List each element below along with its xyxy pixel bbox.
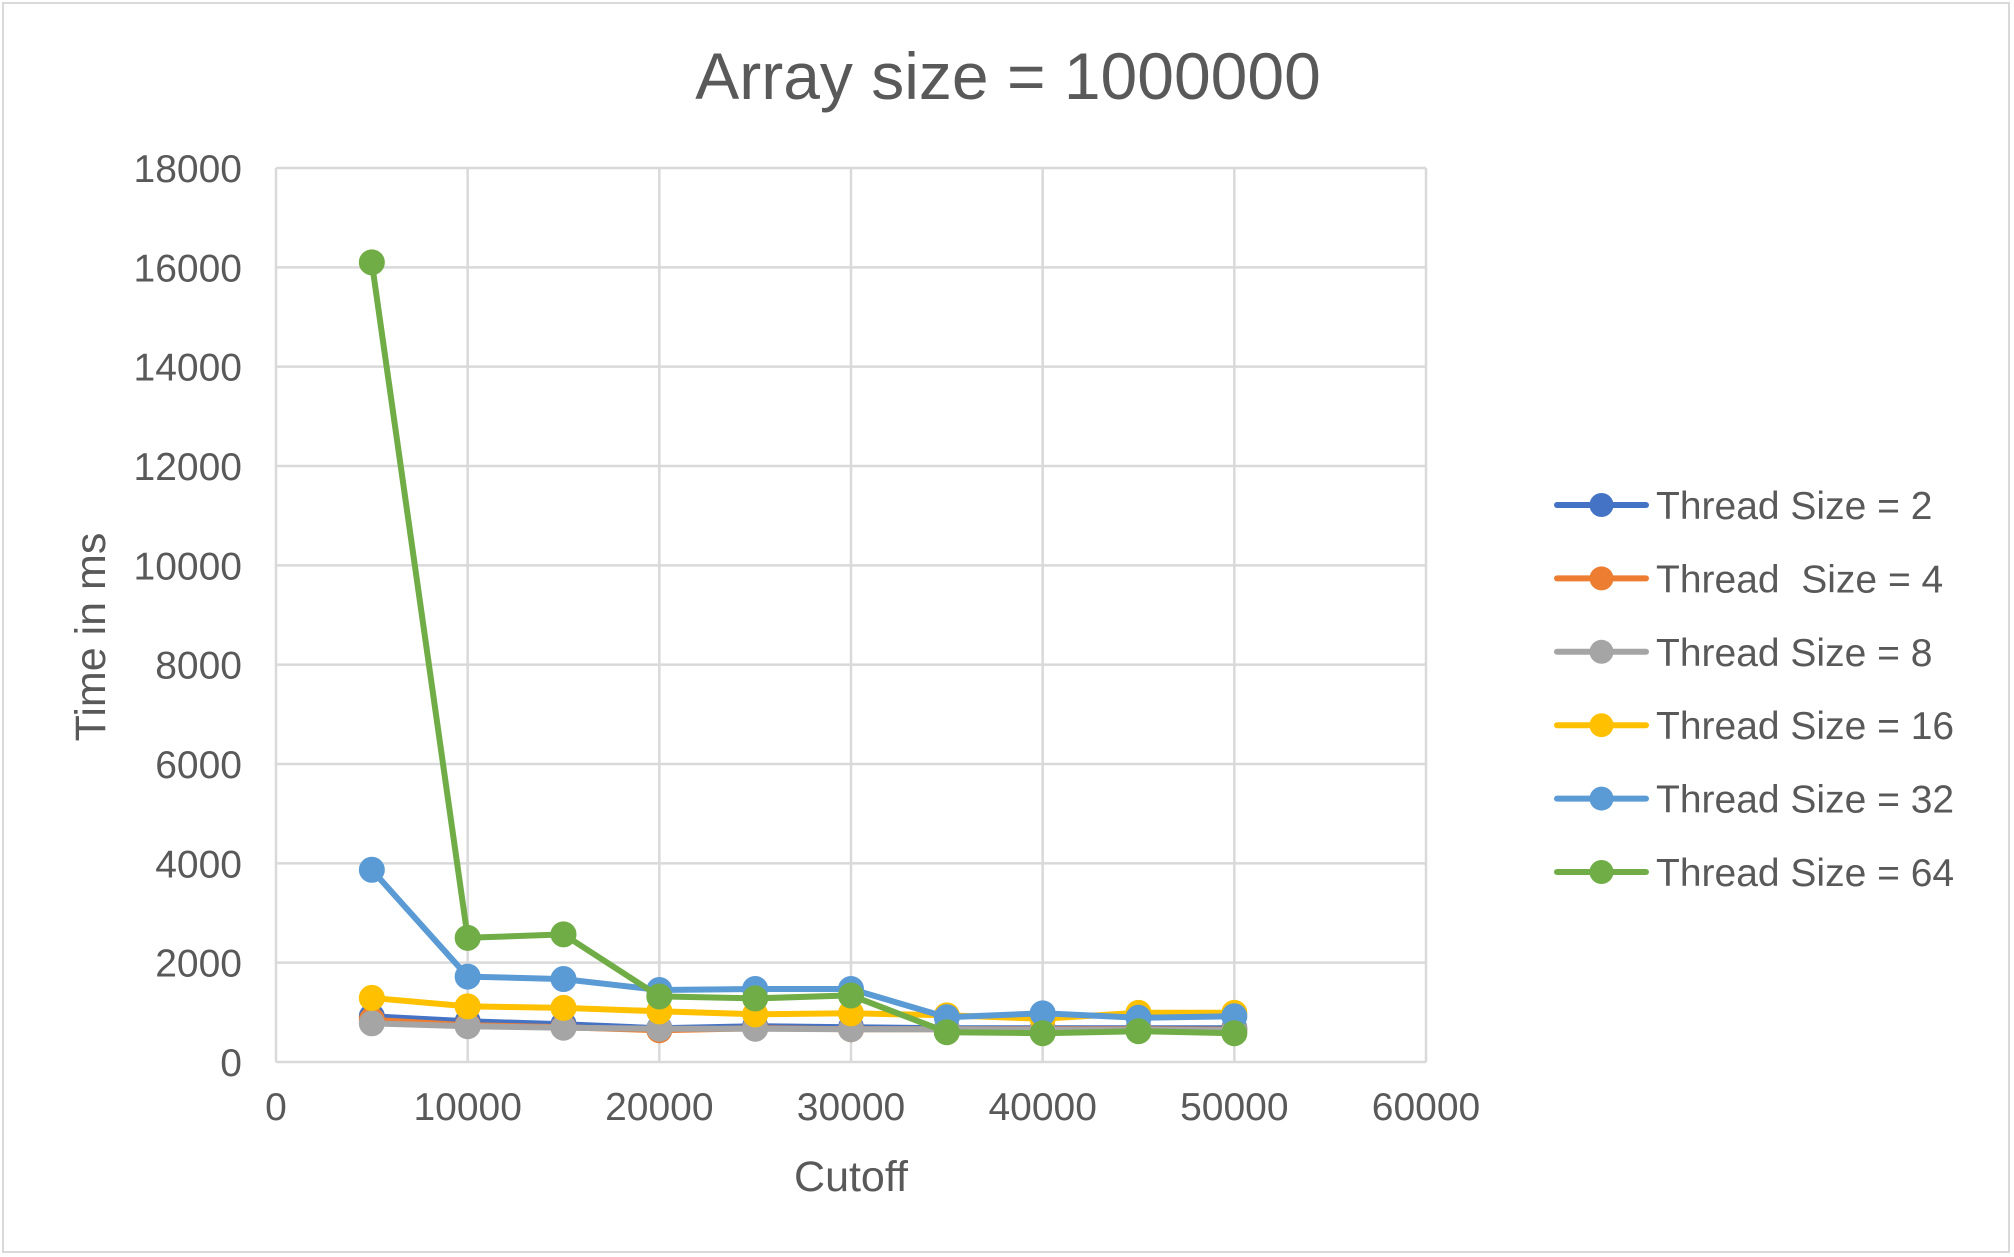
series-group xyxy=(358,249,1248,1047)
legend-item: Thread Size = 8 xyxy=(1554,632,1932,675)
x-tick-label: 20000 xyxy=(605,1086,713,1129)
y-tick-label: 10000 xyxy=(134,545,242,588)
x-tick-label: 50000 xyxy=(1180,1086,1288,1129)
legend: Thread Size = 2 Thread Size = 4 Thread Siz… xyxy=(1554,485,1954,895)
legend-marker xyxy=(1589,639,1614,664)
data-point xyxy=(1029,1020,1056,1047)
series-line xyxy=(368,259,1238,1037)
x-tick-label: 0 xyxy=(265,1086,287,1129)
data-point xyxy=(358,1010,385,1037)
legend-item: Thread Size = 16 xyxy=(1554,705,1954,748)
legend-item: Thread Size = 32 xyxy=(1554,779,1954,822)
data-point xyxy=(838,982,864,1009)
data-point xyxy=(358,856,385,883)
x-tick-label: 10000 xyxy=(413,1086,521,1129)
legend-marker xyxy=(1589,786,1614,811)
series-line xyxy=(368,866,1238,1021)
data-point xyxy=(550,966,577,993)
line-chart: Array size = 1000000 0 2000 4000 6000 8000 10… xyxy=(67,39,1954,1201)
y-tick-label: 12000 xyxy=(134,446,242,489)
data-point xyxy=(454,963,481,990)
data-point xyxy=(1125,1018,1152,1045)
legend-label: Thread Size = 2 xyxy=(1656,485,1932,528)
data-point xyxy=(1221,1020,1248,1047)
legend-marker xyxy=(1589,860,1614,884)
y-tick-label: 16000 xyxy=(134,247,242,290)
legend-marker xyxy=(1589,566,1614,591)
legend-label: Thread Size = 32 xyxy=(1656,779,1954,822)
data-point xyxy=(358,249,385,276)
data-point xyxy=(550,921,577,948)
legend-marker xyxy=(1589,493,1614,517)
legend-item: Thread Size = 4 xyxy=(1554,558,1943,601)
tick-labels: 0 2000 4000 6000 8000 10000 12000 14000 16000 180… xyxy=(134,148,1481,1129)
legend-label: Thread Size = 64 xyxy=(1656,852,1954,895)
y-tick-label: 4000 xyxy=(155,843,242,886)
y-tick-label: 14000 xyxy=(134,347,242,390)
x-tick-label: 60000 xyxy=(1372,1086,1480,1129)
x-tick-label: 30000 xyxy=(797,1086,905,1129)
x-axis-title: Cutoff xyxy=(794,1153,909,1201)
chart-title: Array size = 1000000 xyxy=(695,39,1321,113)
legend-item: Thread Size = 2 xyxy=(1554,485,1932,528)
data-point xyxy=(742,985,769,1012)
legend-label: Thread Size = 8 xyxy=(1656,632,1932,675)
legend-item: Thread Size = 64 xyxy=(1554,852,1954,895)
legend-label: Thread Size = 16 xyxy=(1656,705,1954,748)
y-tick-label: 18000 xyxy=(134,148,242,191)
legend-marker xyxy=(1589,713,1614,738)
y-tick-label: 2000 xyxy=(155,943,242,986)
y-tick-label: 8000 xyxy=(155,645,242,688)
series-6 xyxy=(358,249,1248,1047)
gridlines xyxy=(274,166,1428,1064)
y-tick-label: 6000 xyxy=(155,744,242,787)
legend-label: Thread Size = 4 xyxy=(1656,558,1943,601)
data-point xyxy=(454,993,481,1020)
x-tick-label: 40000 xyxy=(988,1086,1096,1129)
data-point xyxy=(933,1019,960,1046)
data-point xyxy=(646,983,673,1010)
data-point xyxy=(550,994,577,1021)
data-point xyxy=(358,984,385,1011)
y-tick-label: 0 xyxy=(220,1042,242,1085)
y-axis-title: Time in ms xyxy=(67,533,115,742)
data-point xyxy=(454,924,481,951)
